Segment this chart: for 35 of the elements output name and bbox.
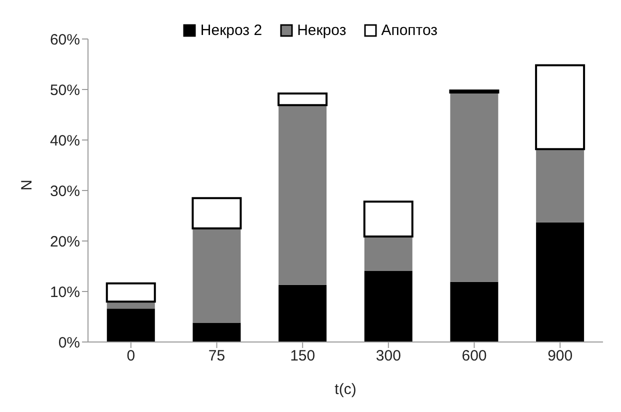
y-tick-label: 50% [50,82,80,99]
legend-label: Апоптоз [381,22,438,39]
legend-label: Некроз 2 [200,22,262,39]
bar [192,228,241,323]
x-tick-label: 150 [290,348,316,365]
x-tick-label: 900 [548,348,573,365]
bar [278,92,328,106]
legend-label: Некроз [297,22,346,39]
x-tick-label: 300 [376,348,401,365]
x-tick-label: 0 [126,348,136,365]
bar [536,149,584,222]
bar [364,270,412,342]
y-tick-label: 40% [50,132,80,150]
x-tick-label: 600 [462,348,487,365]
bar [450,92,498,282]
y-tick-label: 10% [50,284,80,301]
bar [106,282,156,303]
bar [364,236,412,271]
bar [278,284,327,342]
y-axis-title: N [18,180,36,190]
x-axis-title: t(c) [334,381,356,398]
bar [363,200,414,238]
bar [106,308,155,342]
bar [536,222,584,342]
y-tick-label: 30% [50,182,80,200]
bar [278,105,327,285]
bar [450,282,498,342]
bar [535,64,586,150]
x-tick-label: 75 [208,348,226,365]
bar [192,197,242,230]
bar [192,322,241,342]
y-tick-label: 20% [50,233,80,250]
bar [449,90,500,94]
y-tick-label: 0% [58,334,80,352]
y-tick-label: 60% [50,31,80,48]
